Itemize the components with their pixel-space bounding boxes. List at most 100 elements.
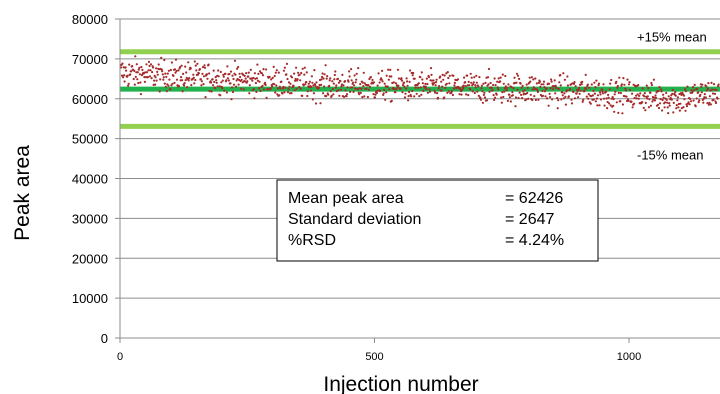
data-point xyxy=(276,87,279,90)
data-point xyxy=(513,76,516,79)
data-point xyxy=(143,76,146,79)
data-point xyxy=(144,71,147,74)
data-point xyxy=(156,70,159,73)
data-point xyxy=(591,94,595,97)
data-point xyxy=(278,94,281,97)
data-point xyxy=(570,98,573,101)
data-point xyxy=(522,90,525,93)
stat-value-rsd: = 4.24% xyxy=(505,232,564,249)
data-point xyxy=(173,68,177,71)
y-tick-label: 40000 xyxy=(72,172,108,187)
data-point xyxy=(330,94,333,97)
data-point xyxy=(194,64,197,67)
data-point xyxy=(706,87,710,90)
data-point xyxy=(539,85,542,88)
data-point xyxy=(412,71,415,75)
data-point xyxy=(578,92,581,95)
data-point xyxy=(332,93,335,96)
data-point xyxy=(421,82,424,85)
data-point xyxy=(183,84,186,87)
data-point xyxy=(672,101,675,104)
data-point xyxy=(487,83,490,86)
data-point xyxy=(615,80,618,83)
data-point xyxy=(163,82,166,85)
data-point xyxy=(317,86,321,89)
data-point xyxy=(598,91,602,94)
data-point xyxy=(536,89,539,92)
data-point xyxy=(610,97,613,100)
data-point xyxy=(394,82,397,85)
data-point xyxy=(290,92,293,95)
data-point xyxy=(274,91,277,94)
data-point xyxy=(374,93,377,96)
data-point xyxy=(193,82,196,85)
data-point xyxy=(717,83,720,86)
data-point xyxy=(414,86,417,89)
data-point xyxy=(434,91,437,94)
data-point xyxy=(688,103,691,106)
data-point xyxy=(299,87,302,90)
data-point xyxy=(390,99,393,102)
data-point xyxy=(692,99,695,102)
data-point xyxy=(709,103,713,106)
data-point xyxy=(552,88,555,91)
data-point xyxy=(667,95,670,98)
data-point xyxy=(150,77,153,80)
data-point xyxy=(229,70,233,73)
data-point xyxy=(628,88,632,91)
data-point xyxy=(180,64,183,67)
data-point xyxy=(403,96,407,99)
data-point xyxy=(506,99,509,102)
data-point xyxy=(490,86,493,89)
data-point xyxy=(516,74,520,77)
data-point xyxy=(525,83,528,86)
data-point xyxy=(359,91,362,94)
data-point xyxy=(158,90,161,93)
data-point xyxy=(678,109,682,112)
data-point xyxy=(427,75,431,79)
data-point xyxy=(431,83,435,86)
stat-label-std: Standard deviation xyxy=(288,211,421,228)
data-point xyxy=(165,75,168,78)
data-point xyxy=(434,84,437,87)
data-point xyxy=(268,75,271,79)
x-tick-label: 500 xyxy=(365,351,383,363)
data-point xyxy=(458,93,461,96)
data-point xyxy=(564,95,567,98)
data-point xyxy=(532,86,535,89)
data-point xyxy=(225,79,228,82)
data-point xyxy=(665,91,668,95)
data-point xyxy=(293,89,296,92)
data-point xyxy=(156,73,159,76)
data-point xyxy=(601,92,605,95)
data-point xyxy=(588,86,591,89)
data-point xyxy=(337,89,340,92)
data-point xyxy=(576,90,579,93)
data-point xyxy=(309,89,312,92)
data-point xyxy=(610,78,613,82)
data-point xyxy=(573,81,576,84)
data-point xyxy=(122,76,125,79)
data-point xyxy=(606,100,609,104)
data-point xyxy=(406,84,409,87)
data-point xyxy=(514,105,517,108)
data-point xyxy=(664,101,667,104)
data-point xyxy=(701,83,704,86)
data-point xyxy=(435,81,438,84)
data-point xyxy=(145,63,148,66)
data-point xyxy=(511,91,514,94)
data-point xyxy=(205,73,209,76)
data-point xyxy=(483,91,486,94)
data-point xyxy=(278,85,281,88)
data-point xyxy=(572,82,576,85)
data-point xyxy=(624,89,628,92)
data-point xyxy=(357,67,360,70)
data-point xyxy=(135,63,138,66)
data-point xyxy=(467,80,470,83)
x-tick-label: 0 xyxy=(117,351,123,363)
data-point xyxy=(439,75,442,78)
data-point xyxy=(277,71,280,74)
data-point xyxy=(343,80,347,83)
data-point xyxy=(466,84,469,87)
data-point xyxy=(226,77,229,80)
